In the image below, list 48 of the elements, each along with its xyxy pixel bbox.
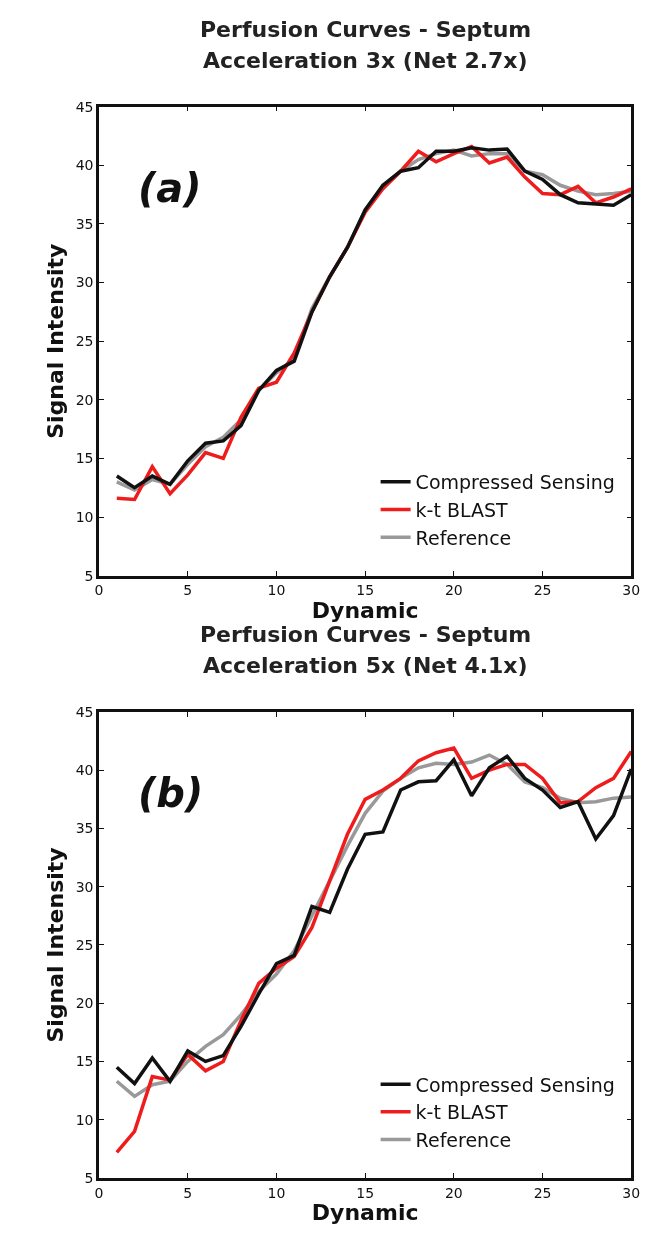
x-tick-label: 20 [444,582,463,599]
y-tick-label: 15 [75,1053,94,1070]
y-tick-label: 5 [84,567,94,584]
x-tick-label: 30 [622,1184,641,1201]
y-tick-label: 35 [75,820,94,837]
x-tick-label: 10 [267,1184,286,1201]
y-axis-title: Signal Intensity [43,243,69,439]
y-tick-label: 30 [75,878,94,895]
x-tick-label: 15 [356,582,375,599]
legend-label: Compressed Sensing [415,1073,615,1096]
legend-label: Compressed Sensing [415,471,615,494]
y-tick-label: 45 [75,703,94,720]
y-tick-label: 20 [75,995,94,1012]
annotation: (a) [138,165,202,211]
y-tick-label: 20 [75,391,94,408]
legend-label: k-t BLAST [415,1101,509,1124]
y-tick-label: 25 [75,936,94,953]
y-tick-label: 25 [75,333,94,350]
y-tick-label: 40 [75,762,94,779]
annotation: (b) [138,770,204,816]
legend-label: Reference [415,526,512,549]
y-tick-label: 30 [75,274,94,291]
y-tick-label: 45 [75,98,94,115]
x-tick-label: 5 [183,1184,193,1201]
legend-label: Reference [415,1128,512,1151]
y-axis-title: Signal Intensity [43,847,69,1043]
y-tick-label: 40 [75,157,94,174]
chart-title: Perfusion Curves - Septum [200,17,532,42]
chart-subtitle: Acceleration 3x (Net 2.7x) [203,48,528,73]
x-tick-label: 0 [94,582,104,599]
y-tick-label: 10 [75,508,94,525]
chart-subtitle: Acceleration 5x (Net 4.1x) [203,653,528,678]
x-tick-label: 20 [444,1184,463,1201]
x-tick-label: 10 [267,582,286,599]
x-tick-label: 25 [533,1184,552,1201]
x-axis-title: Dynamic [311,1200,419,1226]
x-tick-label: 30 [622,582,641,599]
x-tick-label: 15 [356,1184,375,1201]
x-tick-label: 0 [94,1184,104,1201]
y-tick-label: 15 [75,450,94,467]
chart-title: Perfusion Curves - Septum [200,622,532,647]
x-tick-label: 5 [183,582,193,599]
y-tick-label: 5 [84,1169,94,1186]
x-tick-label: 25 [533,582,552,599]
x-axis-title: Dynamic [311,598,419,624]
y-tick-label: 35 [75,215,94,232]
y-tick-label: 10 [75,1111,94,1128]
legend-label: k-t BLAST [415,498,509,521]
